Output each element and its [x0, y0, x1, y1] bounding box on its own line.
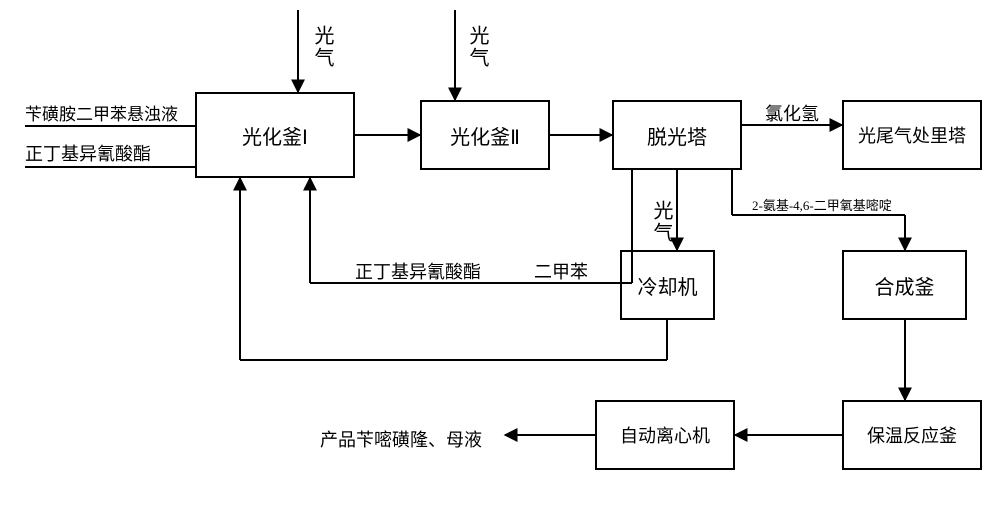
- node-cooler: 冷却机: [620, 250, 715, 320]
- vertical-label-phosgene-3: 光气: [647, 200, 676, 244]
- node-degas-tower: 脱光塔: [612, 100, 742, 170]
- node-label: 保温反应釜: [867, 422, 957, 448]
- vertical-label-phosgene-1: 光气: [308, 25, 337, 69]
- input-label-suspension: 苄磺胺二甲苯悬浊液: [25, 100, 195, 127]
- node-label: 自动离心机: [620, 422, 710, 448]
- edge-label-butyl-isocyanate: 正丁基异氰酸酯: [355, 258, 481, 284]
- node-centrifuge: 自动离心机: [595, 400, 735, 470]
- node-hold-reactor: 保温反应釜: [842, 400, 982, 470]
- node-reactor-2: 光化釜Ⅱ: [420, 100, 550, 170]
- node-label: 光化釜Ⅱ: [450, 121, 520, 150]
- edge-label-xylene: 二甲苯: [534, 258, 588, 284]
- node-label: 合成釜: [875, 271, 935, 300]
- edge-label-amino: 2-氨基-4,6-二甲氧基嘧啶: [752, 195, 892, 214]
- node-label: 光尾气处里塔: [858, 122, 966, 148]
- node-label: 冷却机: [638, 271, 698, 300]
- input-label-isocyanate: 正丁基异氰酸酯: [25, 140, 195, 168]
- edge-label-hcl: 氯化氢: [765, 100, 819, 126]
- node-label: 脱光塔: [647, 121, 707, 150]
- node-label: 光化釜Ⅰ: [242, 121, 308, 150]
- edge-label-product: 产品苄嘧磺隆、母液: [320, 426, 482, 452]
- node-reactor-1: 光化釜Ⅰ: [195, 92, 355, 178]
- node-tail-gas-tower: 光尾气处里塔: [842, 100, 982, 170]
- vertical-label-phosgene-2: 光气: [463, 25, 492, 69]
- node-synth-reactor: 合成釜: [842, 250, 967, 320]
